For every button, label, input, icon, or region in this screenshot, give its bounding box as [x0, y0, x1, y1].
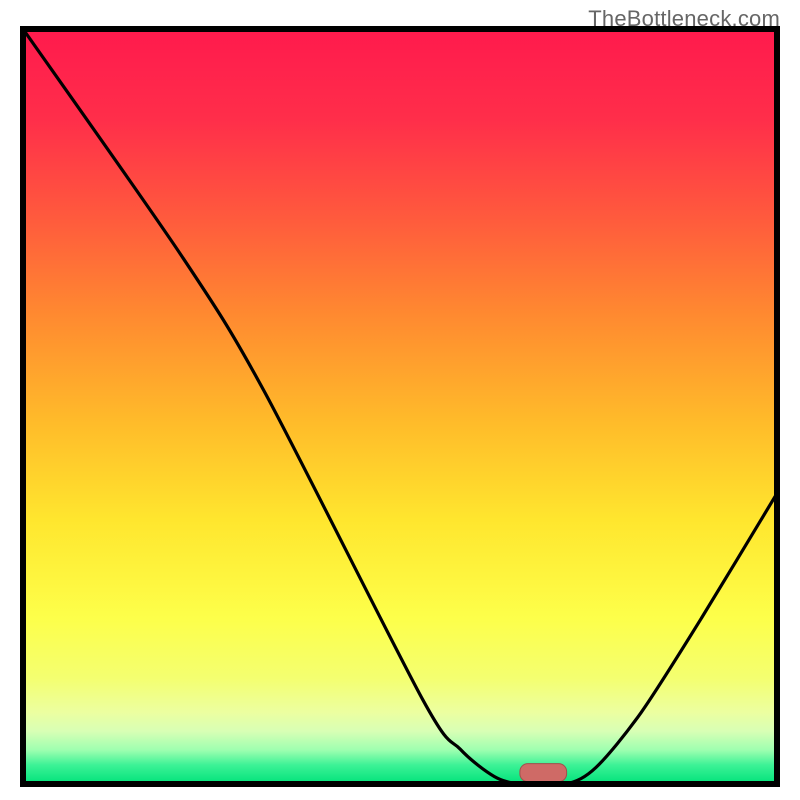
optimal-marker	[520, 764, 567, 782]
attribution-text: TheBottleneck.com	[588, 6, 780, 32]
bottleneck-chart	[0, 0, 800, 800]
gradient-background	[23, 29, 777, 784]
